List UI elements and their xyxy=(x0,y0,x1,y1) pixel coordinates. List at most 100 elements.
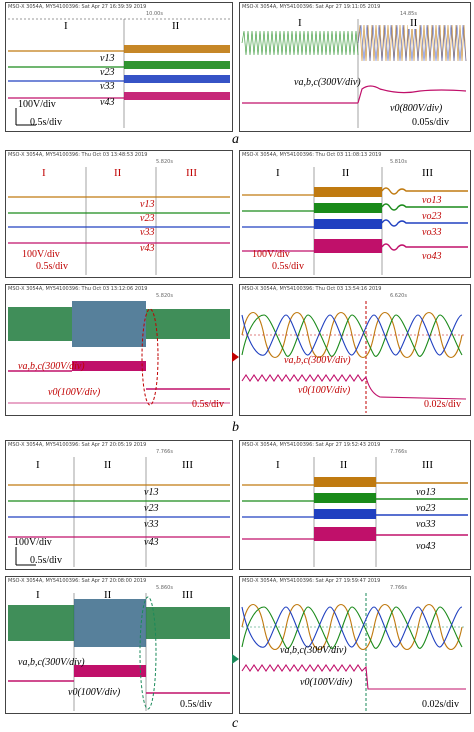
signal-label: va,b,c(300V/div) xyxy=(294,77,361,88)
region-label: III xyxy=(186,167,197,179)
region-label: I xyxy=(296,17,304,29)
voltage-scale: 100V/div xyxy=(22,249,60,260)
region-label: I xyxy=(36,459,40,471)
scope-timebase: 5.820s xyxy=(156,293,173,299)
arrow-right-icon xyxy=(232,352,239,362)
signal-label: v33 xyxy=(100,81,115,92)
scope-a-left: MSO-X 3054A, MY54100396: Sat Apr 27 16:3… xyxy=(5,2,233,132)
waveform-plot xyxy=(8,18,230,128)
signal-label: va,b,c(300V/div) xyxy=(18,361,85,372)
region-label: II xyxy=(342,167,350,179)
signal-label: vo43 xyxy=(416,541,436,552)
time-scale: 0.05s/div xyxy=(412,117,449,128)
signal-label: vo33 xyxy=(416,519,436,530)
signal-label: va,b,c(300V/div) xyxy=(284,355,351,366)
signal-label: v13 xyxy=(100,53,115,64)
region-label: II xyxy=(104,459,112,471)
scope-header: MSO-X 3054A, MY54100396: Thu Oct 03 11:0… xyxy=(242,152,382,158)
signal-label: va,b,c(300V/div) xyxy=(18,657,85,668)
region-label: III xyxy=(422,459,433,471)
signal-label: v0(100V/div) xyxy=(300,677,353,688)
signal-label: vo13 xyxy=(416,487,436,498)
region-label: II xyxy=(172,20,180,32)
signal-label: v23 xyxy=(144,503,159,514)
scope-timebase: 7.766s xyxy=(390,585,407,591)
waveform-plot xyxy=(8,457,230,567)
scope-timebase: 5.810s xyxy=(390,159,407,165)
signal-label: v13 xyxy=(144,487,159,498)
scope-c-top-left: MSO-X 3054A, MY54100396: Sat Apr 27 20:0… xyxy=(5,440,233,570)
signal-label: v33 xyxy=(144,519,159,530)
region-label: II xyxy=(408,17,420,29)
voltage-scale: 100V/div xyxy=(18,99,56,110)
region-label: I xyxy=(276,459,280,471)
region-label: II xyxy=(340,459,348,471)
scope-timebase: 7.766s xyxy=(390,449,407,455)
scope-timebase: 7.766s xyxy=(156,449,173,455)
scope-timebase: 5.820s xyxy=(156,159,173,165)
time-scale: 0.5s/div xyxy=(36,261,68,272)
waveform-plot xyxy=(8,593,230,711)
caption-a: a xyxy=(232,132,239,147)
scope-timebase: 6.620s xyxy=(390,293,407,299)
scope-timebase: 5.860s xyxy=(156,585,173,591)
scope-header: MSO-X 3054A, MY54100396: Sat Apr 27 19:5… xyxy=(242,442,381,448)
time-scale: 0.02s/div xyxy=(424,399,461,410)
region-label: I xyxy=(276,167,280,179)
signal-label: vo43 xyxy=(422,251,442,262)
signal-label: v43 xyxy=(144,537,159,548)
signal-label: vo13 xyxy=(422,195,442,206)
signal-label: v33 xyxy=(140,227,155,238)
scope-timebase: 10.00s xyxy=(146,11,163,17)
scope-header: MSO-X 3054A, MY54100396: Sat Apr 27 16:3… xyxy=(8,4,147,10)
scope-header: MSO-X 3054A, MY54100396: Thu Oct 03 13:5… xyxy=(242,286,382,292)
time-scale: 0.5s/div xyxy=(192,399,224,410)
scope-header: MSO-X 3054A, MY54100396: Sat Apr 27 20:0… xyxy=(8,578,147,584)
waveform-plot xyxy=(241,19,467,128)
arrow-right-icon xyxy=(232,654,239,664)
signal-label: v43 xyxy=(100,97,115,108)
scope-b-bottom-left: MSO-X 3054A, MY54100396: Thu Oct 03 13:1… xyxy=(5,284,233,416)
scope-header: MSO-X 3054A, MY54100396: Sat Apr 27 19:1… xyxy=(242,4,381,10)
signal-label: v0(800V/div) xyxy=(390,103,443,114)
time-scale: 0.5s/div xyxy=(272,261,304,272)
region-label: III xyxy=(422,167,433,179)
time-scale: 0.5s/div xyxy=(180,699,212,710)
scope-b-top-right: MSO-X 3054A, MY54100396: Thu Oct 03 11:0… xyxy=(239,150,471,278)
signal-label: vo23 xyxy=(416,503,436,514)
signal-label: v0(100V/div) xyxy=(48,387,101,398)
waveform-plot xyxy=(242,457,468,567)
waveform-plot xyxy=(8,167,230,275)
region-label: I xyxy=(36,589,40,601)
signal-label: v0(100V/div) xyxy=(298,385,351,396)
signal-label: va,b,c(300V/div) xyxy=(280,645,347,656)
scope-c-bottom-right: MSO-X 3054A, MY54100396: Sat Apr 27 19:5… xyxy=(239,576,471,714)
signal-label: v43 xyxy=(140,243,155,254)
signal-label: v0(100V/div) xyxy=(68,687,121,698)
scope-timebase: 14.85s xyxy=(400,11,417,17)
waveform-plot xyxy=(242,167,468,275)
scope-c-top-right: MSO-X 3054A, MY54100396: Sat Apr 27 19:5… xyxy=(239,440,471,570)
time-scale: 0.5s/div xyxy=(30,117,62,128)
signal-label: vo23 xyxy=(422,211,442,222)
scope-header: MSO-X 3054A, MY54100396: Sat Apr 27 20:0… xyxy=(8,442,147,448)
time-scale: 0.02s/div xyxy=(422,699,459,710)
voltage-scale: 100V/div xyxy=(252,249,290,260)
scope-header: MSO-X 3054A, MY54100396: Thu Oct 03 13:1… xyxy=(8,286,148,292)
scope-header: MSO-X 3054A, MY54100396: Sat Apr 27 19:5… xyxy=(242,578,381,584)
signal-label: v23 xyxy=(140,213,155,224)
scope-a-right: MSO-X 3054A, MY54100396: Sat Apr 27 19:1… xyxy=(239,2,471,132)
scope-header: MSO-X 3054A, MY54100396: Thu Oct 03 13:4… xyxy=(8,152,148,158)
signal-label: v13 xyxy=(140,199,155,210)
scope-b-bottom-right: MSO-X 3054A, MY54100396: Thu Oct 03 13:5… xyxy=(239,284,471,416)
time-scale: 0.5s/div xyxy=(30,555,62,566)
signal-label: vo33 xyxy=(422,227,442,238)
waveform-plot xyxy=(8,301,230,406)
region-label: II xyxy=(104,589,112,601)
caption-c: c xyxy=(232,716,239,731)
region-label: I xyxy=(64,20,68,32)
scope-c-bottom-left: MSO-X 3054A, MY54100396: Sat Apr 27 20:0… xyxy=(5,576,233,714)
scope-b-top-left: MSO-X 3054A, MY54100396: Thu Oct 03 13:4… xyxy=(5,150,233,278)
region-label: III xyxy=(182,459,193,471)
region-label: II xyxy=(114,167,122,179)
